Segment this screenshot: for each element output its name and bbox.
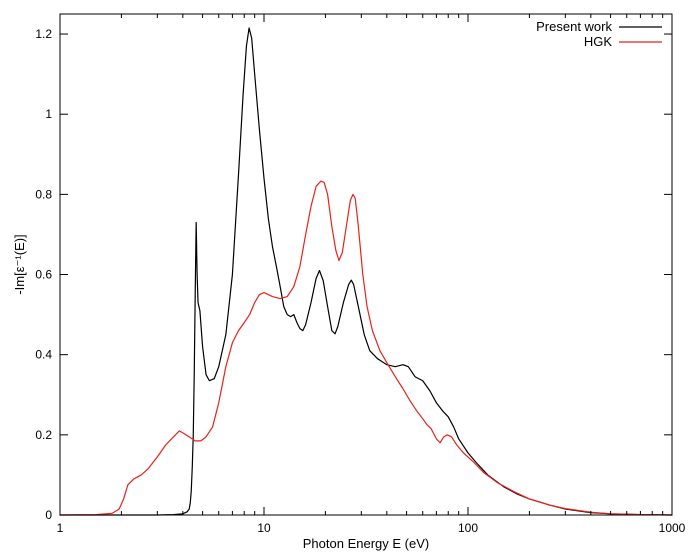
y-tick-label: 0 (45, 508, 52, 522)
y-axis-ticks: 0 0.2 0.4 0.6 0.8 1 1.2 (35, 27, 672, 522)
y-tick-label: 0.4 (35, 348, 52, 362)
legend-label: Present work (536, 19, 612, 34)
y-tick-label: 0.6 (35, 268, 52, 282)
y-tick-label: 0.8 (35, 187, 52, 201)
y-tick-label: 1 (45, 107, 52, 121)
x-tick-label: 10 (257, 521, 271, 535)
plot-frame (59, 13, 673, 516)
legend-label: HGK (584, 34, 613, 49)
y-tick-label: 1.2 (35, 27, 52, 41)
y-axis-label: -Im[ε⁻¹(E)] (12, 234, 27, 294)
y-tick-label: 0.2 (35, 428, 52, 442)
series-line-hgk (59, 180, 673, 516)
x-axis-ticks: 1 10 100 1000 (57, 14, 686, 535)
series-line-present-work (59, 27, 673, 516)
x-tick-label: 1000 (659, 521, 686, 535)
plot-lines (59, 27, 673, 516)
x-tick-label: 100 (458, 521, 478, 535)
x-axis-label: Photon Energy E (eV) (303, 536, 429, 551)
x-tick-label: 1 (57, 521, 64, 535)
